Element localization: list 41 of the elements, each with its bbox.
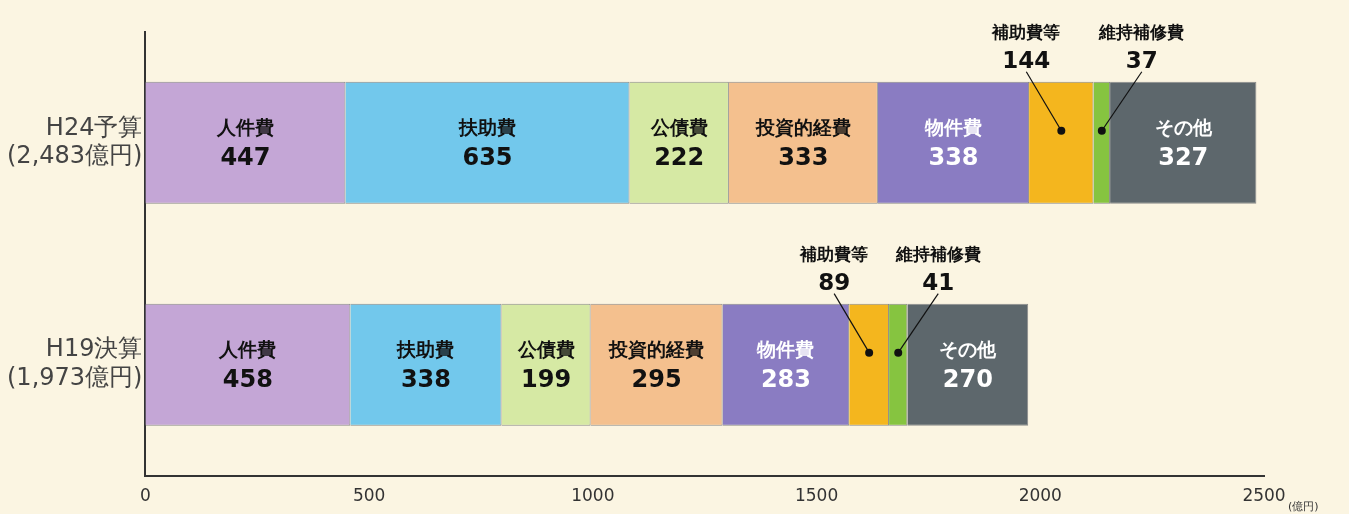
- series-label: 人件費: [218, 337, 277, 360]
- x-tick-label: 1500: [794, 485, 839, 506]
- data-label: 338: [928, 142, 979, 171]
- data-label: 635: [462, 142, 513, 171]
- data-label: 144: [1002, 46, 1051, 73]
- data-label: 458: [222, 364, 273, 393]
- data-label: 199: [521, 364, 572, 393]
- x-tick-label: 500: [352, 485, 386, 506]
- text: 維持補修費: [894, 243, 981, 264]
- y-tick-label: H24予算 (2,483億円): [7, 112, 143, 170]
- series-label: 投資的経費: [608, 337, 705, 360]
- data-label: 333: [778, 142, 829, 171]
- data-label: 89: [818, 268, 851, 295]
- data-label: 295: [631, 364, 682, 393]
- text: 物件費: [924, 115, 982, 138]
- data-label: 222: [654, 142, 705, 171]
- text: 補助費等: [799, 243, 869, 264]
- series-label: 扶助費: [396, 337, 455, 360]
- data-label: 283: [760, 364, 811, 393]
- text: その他: [1154, 115, 1212, 138]
- y-tick-label: H19決算 (1,973億円): [7, 334, 143, 392]
- x-tick-label: 0: [140, 485, 151, 506]
- x-axis-title: (億円): [1288, 499, 1319, 513]
- series-label: 公債費: [516, 337, 575, 360]
- x-tick-label: 2500: [1242, 485, 1286, 506]
- data-label: 270: [942, 364, 993, 393]
- data-label: 37: [1125, 46, 1158, 73]
- text: 維持補修費: [1099, 21, 1185, 42]
- x-tick-label: 2000: [1018, 485, 1062, 506]
- text: 公債費: [650, 115, 708, 138]
- text: 扶助費: [458, 115, 516, 138]
- data-label: 327: [1158, 142, 1209, 171]
- text: 人件費: [216, 115, 274, 138]
- text: 投資的経費: [755, 115, 851, 138]
- data-label: 41: [922, 268, 955, 295]
- data-label: 447: [220, 142, 271, 171]
- series-label: 物件費: [756, 337, 815, 360]
- series-label: その他: [939, 337, 998, 360]
- x-tick-label: 1000: [571, 485, 615, 506]
- data-label: 338: [400, 364, 452, 393]
- text: 補助費等: [992, 21, 1061, 42]
